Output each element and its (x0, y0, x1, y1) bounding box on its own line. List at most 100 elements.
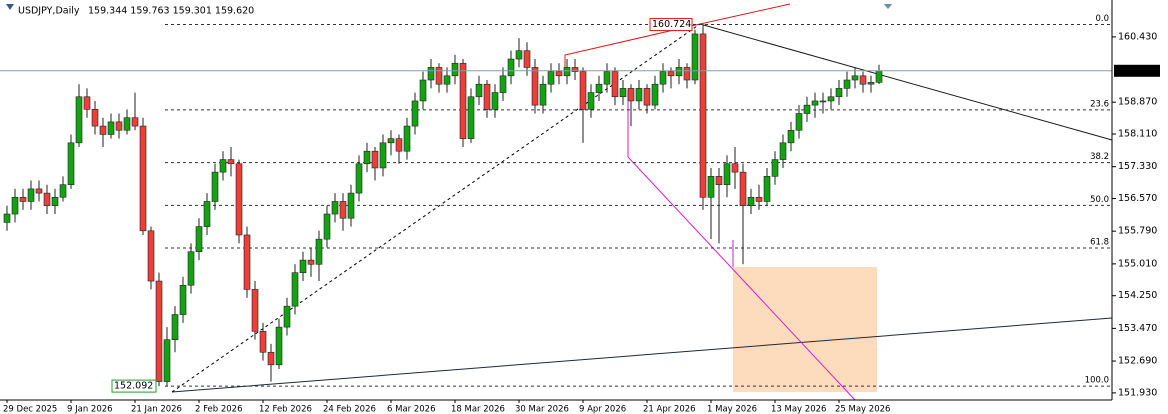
red-line (564, 3, 791, 70)
candle-body (427, 67, 435, 81)
candle-body (419, 79, 427, 102)
y-tick-label: 157.330 (1118, 161, 1157, 172)
candle-body (371, 150, 379, 169)
fib-label: 23.6 (1090, 99, 1109, 109)
candle-body (147, 230, 155, 282)
candle-body (291, 272, 299, 307)
candle-body (315, 238, 323, 265)
candle-body (563, 67, 571, 77)
candle-body (339, 201, 347, 219)
high-label: 160.724 (652, 19, 691, 30)
low-label-box (111, 379, 157, 393)
candle-body (835, 88, 843, 98)
candle-body (355, 163, 363, 194)
candle-body (755, 196, 763, 202)
candle-body (83, 96, 91, 110)
fib-label: 0.0 (1095, 14, 1109, 24)
candle-body (859, 75, 867, 85)
candle-body (499, 75, 507, 93)
candle-body (643, 88, 651, 106)
candle-body (483, 83, 491, 110)
current-price-label: 159.620 (1117, 65, 1156, 76)
candle-body (523, 50, 531, 68)
y-tick-label: 160.430 (1118, 31, 1157, 42)
candle-body (515, 50, 523, 60)
candle-body (235, 163, 243, 236)
fib-levels: 0.0 23.6 38.2 50.0 61.8 100.0 (165, 14, 1112, 387)
candle-body (699, 33, 707, 198)
candle-body (387, 138, 395, 144)
candle-body (819, 100, 827, 103)
candle-body (507, 58, 515, 77)
candle-body (723, 163, 731, 186)
candle-body (67, 142, 75, 186)
candle-body (603, 71, 611, 85)
x-tick-label: 13 May 2026 (771, 405, 826, 414)
x-tick-label: 24 Feb 2026 (323, 405, 376, 414)
x-tick-label: 25 May 2026 (835, 405, 890, 414)
candle-body (75, 96, 83, 144)
magenta-line (627, 156, 856, 401)
candle-body (779, 142, 787, 160)
fib-label: 50.0 (1090, 195, 1109, 205)
zone-rectangle (733, 267, 877, 392)
candle-body (35, 188, 43, 194)
candle-body (139, 125, 147, 232)
candle-body (379, 142, 387, 169)
candle-body (747, 196, 755, 206)
x-tick-label: 1 May 2026 (707, 405, 757, 414)
candle-body (627, 88, 635, 102)
candle-body (331, 201, 339, 215)
candle-body (443, 75, 451, 85)
trend-line (699, 23, 1113, 141)
x-tick-label: 12 Feb 2026 (259, 405, 312, 414)
candle-body (675, 67, 683, 77)
candle-body (803, 104, 811, 114)
candle-body (299, 259, 307, 273)
fib-label: 38.2 (1090, 152, 1109, 162)
candle-body (491, 92, 499, 110)
x-tick-label: 30 Mar 2026 (515, 405, 569, 414)
y-tick-label: 151.930 (1118, 387, 1157, 398)
candle-body (635, 88, 643, 102)
candle-body (115, 121, 123, 131)
candle-body (195, 226, 203, 253)
candle-body (875, 70, 883, 83)
candle-body (155, 280, 163, 382)
candle-body (459, 62, 467, 139)
candle-body (579, 71, 587, 110)
fib-label: 61.8 (1090, 237, 1109, 247)
candle-body (243, 234, 251, 290)
candle-body (531, 67, 539, 106)
candle-body (227, 159, 235, 165)
ohlc: 159.344 159.763 159.301 159.620 (88, 6, 254, 17)
candle-body (171, 314, 179, 340)
candle-body (715, 176, 723, 186)
candle-body (611, 71, 619, 98)
x-tick-label: 9 Jan 2026 (67, 405, 113, 414)
candle-body (843, 79, 851, 89)
candle-body (827, 96, 835, 102)
y-tick-label: 154.250 (1118, 290, 1157, 301)
candle-body (219, 159, 227, 173)
candle-body (179, 284, 187, 315)
icon (6, 4, 14, 10)
x-tick-label: 21 Apr 2026 (643, 405, 696, 414)
y-tick-label: 158.110 (1118, 129, 1157, 140)
candle-body (739, 171, 747, 206)
candle-body (771, 159, 779, 177)
y-tick-label: 155.790 (1118, 226, 1157, 237)
candle-body (307, 259, 315, 265)
candle-body (131, 117, 139, 127)
candle-body (59, 184, 67, 198)
y-tick-label: 155.010 (1118, 258, 1157, 269)
candle-body (3, 213, 11, 223)
candle-body (651, 83, 659, 106)
candle-body (43, 192, 51, 206)
candle-body (555, 71, 563, 77)
candle-body (667, 71, 675, 77)
x-tick-label: 21 Jan 2026 (131, 405, 182, 414)
current-price-box (1114, 64, 1160, 77)
candle-body (51, 196, 59, 206)
